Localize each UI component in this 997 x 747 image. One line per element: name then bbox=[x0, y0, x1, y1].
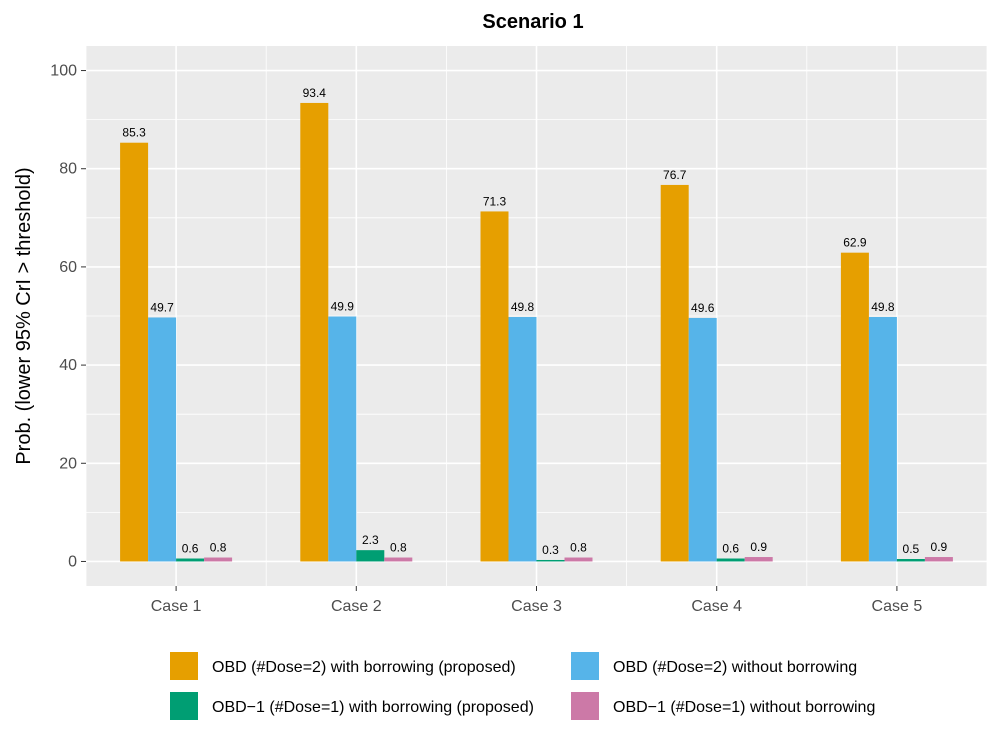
bar bbox=[120, 142, 149, 562]
legend-label: OBD (#Dose=2) with borrowing (proposed) bbox=[212, 659, 516, 676]
bar bbox=[356, 550, 385, 562]
data-labels: 85.3 93.4 71.3 76.7 62.9 49.7 49.9 49.8 49.6 49.8… bbox=[122, 86, 947, 557]
legend-label: OBD−1 (#Dose=1) with borrowing (proposed… bbox=[212, 699, 534, 716]
legend-key bbox=[571, 652, 599, 680]
bar bbox=[204, 557, 233, 562]
bar bbox=[480, 211, 509, 562]
data-label: 0.8 bbox=[570, 541, 587, 555]
bar bbox=[924, 557, 953, 562]
bar bbox=[660, 184, 689, 562]
data-label: 62.9 bbox=[843, 236, 867, 250]
y-tick-label: 20 bbox=[59, 455, 77, 472]
bar bbox=[744, 557, 773, 562]
data-label: 0.9 bbox=[931, 540, 948, 554]
bar bbox=[688, 317, 717, 562]
bar bbox=[384, 557, 413, 562]
bar bbox=[328, 316, 357, 562]
legend-key bbox=[571, 692, 599, 720]
x-tick-label: Case 2 bbox=[331, 598, 382, 615]
x-tick-label: Case 4 bbox=[691, 598, 742, 615]
y-tick-label: 100 bbox=[50, 63, 77, 80]
data-label: 49.6 bbox=[691, 301, 715, 315]
data-label: 76.7 bbox=[663, 168, 687, 182]
data-label: 0.3 bbox=[542, 543, 559, 557]
bar bbox=[896, 559, 925, 562]
data-label: 93.4 bbox=[303, 86, 327, 100]
x-tick-label: Case 3 bbox=[511, 598, 562, 615]
bar bbox=[176, 558, 205, 562]
y-tick-label: 60 bbox=[59, 259, 77, 276]
legend-key bbox=[170, 692, 198, 720]
data-label: 71.3 bbox=[483, 194, 507, 208]
chart-title: Scenario 1 bbox=[482, 11, 583, 33]
bar bbox=[716, 558, 745, 562]
data-label: 0.9 bbox=[750, 540, 767, 554]
legend: OBD (#Dose=2) with borrowing (proposed) O… bbox=[170, 652, 875, 720]
data-label: 85.3 bbox=[122, 126, 146, 140]
data-label: 0.5 bbox=[903, 542, 920, 556]
legend-label: OBD−1 (#Dose=1) without borrowing bbox=[613, 699, 875, 716]
data-label: 49.7 bbox=[150, 300, 174, 314]
data-label: 0.6 bbox=[182, 542, 199, 556]
y-axis-label: Prob. (lower 95% CrI > threshold) bbox=[13, 167, 35, 464]
data-label: 0.6 bbox=[722, 542, 739, 556]
data-label: 49.8 bbox=[871, 300, 895, 314]
data-label: 49.8 bbox=[511, 300, 535, 314]
y-axis-ticks: 0 20 40 60 80 100 bbox=[50, 63, 86, 570]
y-tick-label: 80 bbox=[59, 161, 77, 178]
bar bbox=[508, 316, 537, 562]
x-tick-label: Case 5 bbox=[872, 598, 923, 615]
bar bbox=[840, 252, 869, 562]
y-tick-label: 0 bbox=[68, 553, 77, 570]
legend-label: OBD (#Dose=2) without borrowing bbox=[613, 659, 857, 676]
data-label: 0.8 bbox=[390, 541, 407, 555]
legend-key bbox=[170, 652, 198, 680]
data-label: 49.9 bbox=[331, 299, 355, 313]
bar bbox=[148, 317, 177, 562]
y-tick-label: 40 bbox=[59, 357, 77, 374]
x-axis-ticks: Case 1 Case 2 Case 3 Case 4 Case 5 bbox=[151, 586, 923, 615]
bar bbox=[564, 557, 593, 562]
data-label: 2.3 bbox=[362, 533, 379, 547]
bars bbox=[120, 102, 953, 562]
data-label: 0.8 bbox=[210, 541, 227, 555]
bar bbox=[536, 559, 565, 562]
bar bbox=[868, 316, 897, 562]
bar bbox=[300, 102, 329, 562]
x-tick-label: Case 1 bbox=[151, 598, 202, 615]
